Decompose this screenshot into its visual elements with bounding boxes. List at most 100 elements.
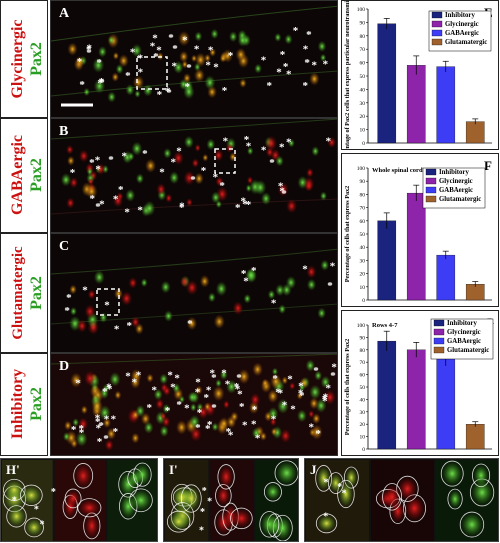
cell: [281, 376, 288, 385]
asterisk-marker: *: [147, 402, 153, 414]
asterisk-marker: *: [113, 426, 119, 438]
legend-label: Glutamatergic: [439, 196, 481, 203]
y-tick-label: 40: [360, 397, 366, 403]
asterisk-marker: *: [342, 488, 347, 499]
cell: [208, 292, 216, 303]
inset-panel-i: I' * * * *: [163, 458, 299, 542]
asterisk-marker: *: [211, 402, 217, 414]
bar-glutamatergic: [465, 424, 485, 450]
asterisk-marker: *: [271, 414, 277, 426]
cell: [207, 85, 218, 99]
cell: [305, 359, 315, 372]
cell: [220, 369, 228, 380]
panel-label: I': [169, 462, 178, 477]
inset-box: [96, 288, 120, 316]
cell: [155, 398, 165, 410]
y-tick-label: 80: [360, 348, 366, 354]
asterisk-marker: *: [66, 292, 72, 304]
asterisk-marker: *: [271, 298, 277, 310]
asterisk-marker: *: [95, 163, 101, 175]
cell: [112, 194, 124, 208]
cell: [127, 152, 135, 161]
cell: [159, 412, 167, 421]
bar-gabaergic: [436, 254, 456, 301]
asterisk-marker: *: [278, 181, 284, 193]
cell: [215, 176, 224, 187]
asterisk-marker: *: [166, 87, 172, 99]
row-label-bottom: Pax2: [28, 387, 45, 421]
cell: [93, 78, 106, 94]
cell: [108, 35, 115, 45]
cell: [99, 312, 108, 323]
asterisk-marker: *: [205, 423, 211, 435]
asterisk-marker: *: [79, 79, 85, 91]
bar-inhibitory: [377, 340, 397, 450]
y-tick-label: 60: [360, 219, 366, 225]
asterisk-marker: *: [251, 265, 257, 277]
cell: [104, 439, 114, 451]
asterisk-marker: *: [90, 193, 96, 205]
y-tick-label: 80: [360, 34, 366, 40]
asterisk-marker: *: [98, 420, 104, 432]
cell-outline: [382, 483, 402, 511]
cell-outline: [447, 488, 463, 510]
cell: [156, 183, 166, 196]
cell: [254, 179, 267, 196]
chart-panel-g: GPercentage of cells that express Pax201…: [341, 310, 499, 456]
asterisk-marker: *: [137, 205, 143, 217]
y-tick-label: 80: [360, 192, 366, 198]
cell: [473, 465, 489, 486]
legend-swatch: [431, 38, 443, 46]
cell-outline: [133, 462, 152, 487]
asterisk-marker: *: [322, 395, 328, 407]
micrograph-panel-c: * * * * * * * * * * * * * * C: [50, 233, 338, 353]
legend-label: Inhibitory: [445, 12, 475, 19]
legend-swatch: [425, 186, 437, 194]
cell: [168, 512, 189, 532]
cell: [77, 319, 87, 333]
asterisk-marker: *: [313, 365, 319, 377]
row-label-gabaergic: GABAergic Pax2: [0, 118, 48, 233]
cell: [288, 138, 295, 148]
cell: [311, 146, 320, 157]
asterisk-marker: *: [111, 414, 117, 426]
asterisk-marker: *: [255, 432, 261, 444]
cell: [265, 147, 274, 158]
cell: [209, 47, 217, 57]
cell: [186, 198, 193, 207]
chart-panel-letter: F: [484, 158, 492, 173]
y-tick-label: 100: [357, 166, 366, 172]
y-tick-label: 90: [360, 179, 366, 185]
y-tick-label: 10: [360, 435, 366, 441]
asterisk-marker: *: [326, 383, 332, 395]
cell: [194, 68, 205, 83]
cell: [131, 316, 140, 328]
cell: [172, 383, 181, 394]
chart-panel-f: F Percentage of cells that express Pax2 0 1…: [341, 153, 499, 307]
cell: [146, 373, 154, 383]
cell: [84, 370, 97, 387]
cell: [169, 171, 180, 185]
cell: [267, 389, 279, 404]
cell: [226, 379, 237, 394]
cell: [265, 135, 278, 152]
bar-inhibitory: [377, 23, 397, 144]
cell: [173, 151, 184, 165]
legend-label: GABAergic: [439, 187, 473, 194]
cell: [195, 52, 207, 68]
bar-glycinergic: [406, 192, 426, 301]
legend-swatch: [425, 168, 437, 176]
asterisk-marker: *: [201, 165, 207, 177]
asterisk-marker: *: [165, 85, 171, 97]
asterisk-marker: *: [279, 186, 285, 198]
cell-outline: [20, 484, 43, 506]
cell: [115, 64, 124, 75]
cell: [216, 485, 231, 506]
asterisk-marker: *: [138, 67, 144, 79]
cell: [271, 367, 279, 376]
asterisk-marker: *: [223, 135, 229, 147]
asterisk-marker: *: [167, 369, 173, 381]
cell: [66, 144, 74, 155]
cell: [4, 480, 25, 500]
asterisk-marker: *: [290, 403, 296, 415]
